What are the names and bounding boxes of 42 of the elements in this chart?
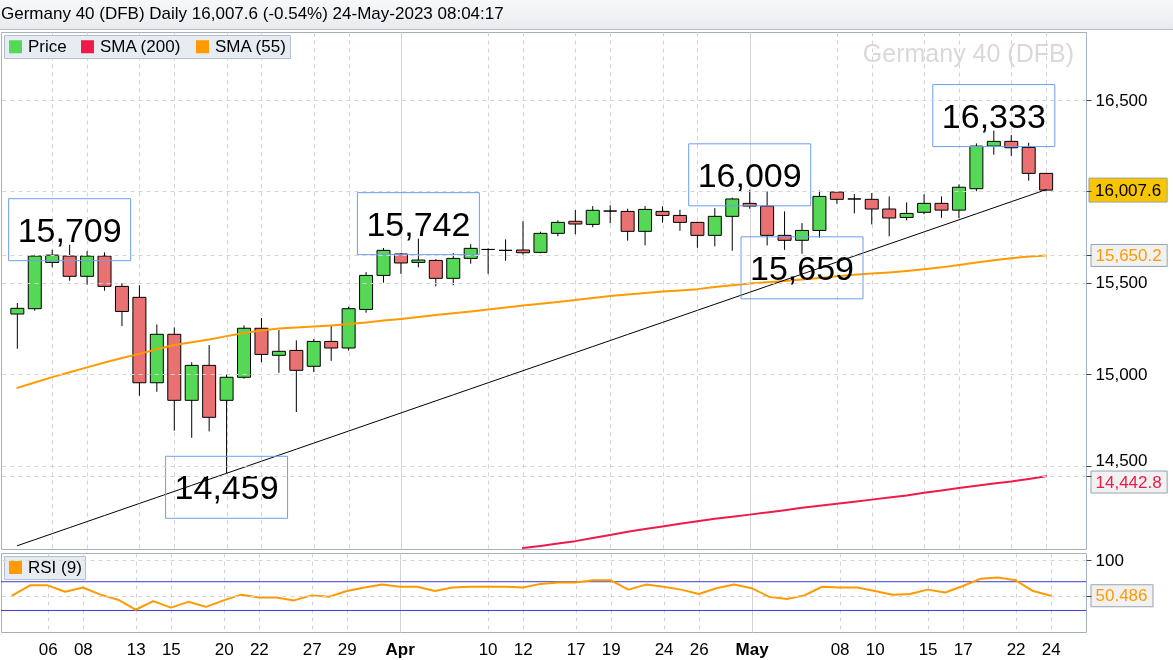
x-tick-label: 24 [654,639,674,659]
line-series [11,576,1052,611]
y-tick-label: 15,650.2 [1095,245,1162,265]
y-tick-label: 16,500 [1095,90,1148,110]
x-tick-label: 26 [689,639,709,659]
y-tick-label: 50.486 [1095,586,1148,606]
x-tick-label: 29 [337,639,357,659]
chart-title: Germany 40 (DFB) Daily 16,007.6 (-0.54%) 24-May-2023 08:04:17 [1,4,504,23]
legend-label: SMA (55) [215,36,286,56]
x-tick-label: 12 [513,639,533,659]
x-tick-label: 22 [249,639,269,659]
y-tick-label: 100 [1095,550,1124,570]
y-tick-label: 15,500 [1095,273,1148,293]
x-tick-label: 17 [566,639,586,659]
x-tick-label: May [735,639,770,659]
x-tick-label: 19 [601,639,621,659]
x-tick-label: 22 [1006,639,1026,659]
x-tick-label: 17 [953,639,973,659]
legend-label: Price [28,36,67,56]
x-tick-label: 08 [73,639,93,659]
x-tick-label: 24 [1041,639,1061,659]
annotation: 14,459 [174,468,279,507]
x-tick-label: 06 [38,639,58,659]
annotation: 16,333 [941,96,1046,135]
x-tick-label: 10 [865,639,885,659]
x-tick-label: 13 [126,639,146,659]
x-tick-label: Apr [385,639,416,659]
annotation: 16,009 [697,155,802,194]
y-tick-label: 15,000 [1095,364,1148,384]
y-tick-label: 14,500 [1095,450,1148,470]
x-tick-label: 08 [830,639,850,659]
legend-label: SMA (200) [100,36,181,56]
annotation: 15,742 [366,204,471,243]
annotation: 15,709 [17,210,122,249]
legend-label: RSI (9) [28,557,82,577]
x-tick-label: 15 [161,639,181,659]
x-tick-label: 27 [302,639,322,659]
x-tick-label: 15 [918,639,938,659]
x-tick-label: 20 [214,639,234,659]
x-tick-label: 10 [478,639,498,659]
y-tick-label: 14,442.8 [1095,472,1162,492]
text: 16,007.6 [1094,181,1162,201]
